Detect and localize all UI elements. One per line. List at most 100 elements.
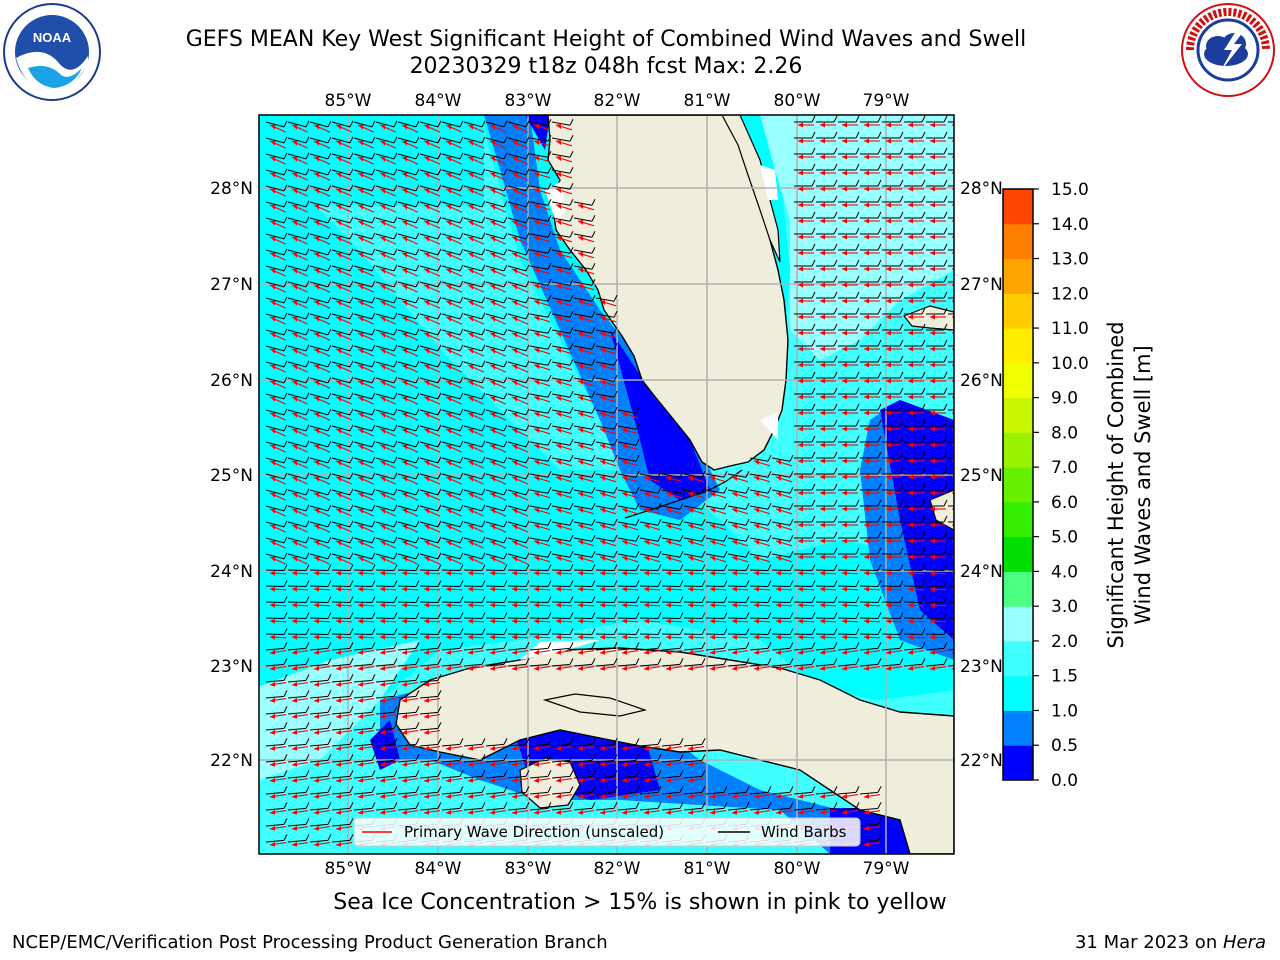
wind-barb xyxy=(463,281,483,288)
wind-barb xyxy=(441,169,461,176)
wind-barb xyxy=(485,265,505,272)
wind-barb xyxy=(529,185,549,190)
wind-barb xyxy=(375,185,395,192)
wind-barb xyxy=(507,601,527,604)
wind-barb xyxy=(331,217,351,224)
wind-barb xyxy=(309,601,329,604)
wind-barb xyxy=(265,617,285,620)
wind-barb xyxy=(661,775,681,779)
wind-barb xyxy=(947,601,954,603)
wind-barb xyxy=(485,329,505,336)
wind-barb xyxy=(353,425,373,432)
wind-barb xyxy=(309,345,329,352)
wind-barb xyxy=(617,489,637,494)
wind-barb xyxy=(727,505,747,510)
wind-barb xyxy=(331,233,351,240)
colorbar-segment xyxy=(1003,293,1033,329)
wind-barb xyxy=(419,569,439,572)
wind-barb xyxy=(507,265,527,272)
wind-barb xyxy=(287,839,307,843)
wind-barb xyxy=(463,489,483,496)
wind-barb xyxy=(441,345,461,352)
wind-barb xyxy=(595,521,615,526)
wind-barb xyxy=(441,233,461,240)
wind-barb xyxy=(353,249,373,256)
wind-barb xyxy=(529,217,549,222)
wind-barb xyxy=(375,153,395,160)
wind-barb xyxy=(727,633,747,636)
wind-barb xyxy=(529,601,549,604)
wind-barb xyxy=(859,663,879,667)
wind-barb xyxy=(287,521,307,528)
wind-barb xyxy=(309,791,329,795)
wind-barb xyxy=(331,585,351,588)
wind-barb xyxy=(485,743,505,747)
wind-barb xyxy=(551,457,571,462)
wind-barb xyxy=(529,201,549,206)
wind-barb xyxy=(463,759,483,763)
wind-barb xyxy=(353,441,373,448)
wind-barb xyxy=(265,823,285,827)
wind-barb xyxy=(683,473,703,478)
wind-barb xyxy=(265,791,285,795)
wind-barb xyxy=(331,823,351,827)
wind-barb xyxy=(441,743,461,747)
wind-barb xyxy=(903,601,923,604)
wind-barb xyxy=(419,441,439,448)
wind-barb xyxy=(485,377,505,384)
wind-barb xyxy=(529,521,549,526)
wind-barb xyxy=(529,585,549,588)
wind-barb xyxy=(551,265,571,270)
colorbar-ticks: 15.0 14.0 13.0 12.0 11.0 10.0 9.0 8.0 7.0 6.0 5.0 4… xyxy=(1033,180,1089,791)
wind-barb xyxy=(485,647,505,651)
wind-barb xyxy=(419,393,439,400)
wind-barb xyxy=(441,505,461,512)
wind-barb xyxy=(573,807,593,811)
wind-barb xyxy=(595,345,615,350)
wind-barb xyxy=(331,601,351,604)
wind-barb xyxy=(419,297,439,304)
wind-barb xyxy=(287,425,307,432)
wind-barb xyxy=(485,345,505,352)
wind-barb xyxy=(705,617,725,620)
wind-barb xyxy=(507,409,527,416)
wind-barb xyxy=(727,569,747,572)
wind-barb xyxy=(419,425,439,432)
wind-barb xyxy=(309,823,329,827)
wind-barb xyxy=(749,473,769,478)
wind-barb xyxy=(331,441,351,448)
wind-barb xyxy=(309,839,329,843)
wind-barb xyxy=(441,329,461,336)
wind-barb xyxy=(463,601,483,604)
wind-barb xyxy=(749,489,769,494)
lat-label-left: 28°N xyxy=(210,179,253,199)
wind-barb xyxy=(331,297,351,304)
wind-barb xyxy=(595,647,615,651)
wind-barb xyxy=(331,569,351,572)
wind-barb xyxy=(375,121,395,128)
wind-barb xyxy=(683,743,703,747)
wind-barb xyxy=(309,633,329,636)
wind-barb xyxy=(287,537,307,544)
wind-barb xyxy=(463,585,483,588)
wind-barb xyxy=(639,537,659,542)
wind-barb xyxy=(397,313,417,320)
wind-barb xyxy=(419,807,439,811)
wind-barb xyxy=(441,617,461,620)
wind-barb xyxy=(529,377,549,382)
wind-barb xyxy=(419,553,439,560)
wind-barb xyxy=(485,489,505,496)
wind-barb xyxy=(287,281,307,288)
wind-barb xyxy=(397,377,417,384)
wind-barb xyxy=(265,121,285,128)
wind-barb xyxy=(683,505,703,510)
wind-barb xyxy=(815,791,835,795)
wind-barb xyxy=(573,601,593,604)
wind-barb xyxy=(771,601,791,604)
wind-barb xyxy=(595,553,615,558)
wind-barb xyxy=(463,121,483,128)
wind-barb xyxy=(485,169,505,176)
wind-barb xyxy=(287,663,307,667)
wind-barb xyxy=(309,249,329,256)
wind-barb xyxy=(419,601,439,604)
